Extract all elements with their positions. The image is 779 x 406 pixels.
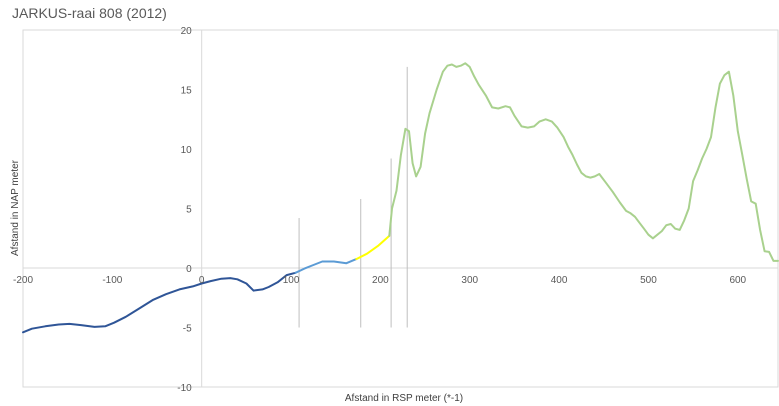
series-line: [355, 234, 391, 261]
y-tick-labels: -10 -5 0 5 10 15 20: [177, 26, 192, 394]
x-tick-label: -100: [102, 275, 122, 286]
series-line: [22, 271, 297, 334]
x-axis-title: Afstand in RSP meter (*-1): [345, 393, 463, 404]
y-tick-label: -10: [177, 383, 192, 394]
chart-title: JARKUS-raai 808 (2012): [12, 5, 167, 21]
x-tick-label: 200: [372, 275, 389, 286]
x-tick-label: -200: [13, 275, 33, 286]
x-tick-labels: -200 -100 0 100 200 300 400 500 600: [13, 275, 747, 286]
y-tick-label: 10: [181, 145, 193, 156]
series-line: [388, 62, 779, 262]
vertical-markers: [298, 66, 408, 328]
series-group: [22, 62, 779, 334]
y-tick-label: 20: [181, 26, 193, 37]
y-tick-label: 5: [186, 205, 192, 216]
x-tick-label: 400: [551, 275, 568, 286]
y-axis-title: Afstand in NAP meter: [10, 159, 21, 256]
x-tick-label: 300: [461, 275, 478, 286]
x-tick-label: 500: [640, 275, 657, 286]
x-tick-label: 100: [283, 275, 300, 286]
x-tick-label: 600: [729, 275, 746, 286]
plot-area-border: [22, 29, 779, 388]
x-tick-label: 0: [199, 275, 205, 286]
y-tick-label: 0: [186, 264, 192, 275]
y-tick-label: 15: [181, 86, 193, 97]
y-tick-label: -5: [183, 324, 192, 335]
series-line: [294, 258, 358, 274]
